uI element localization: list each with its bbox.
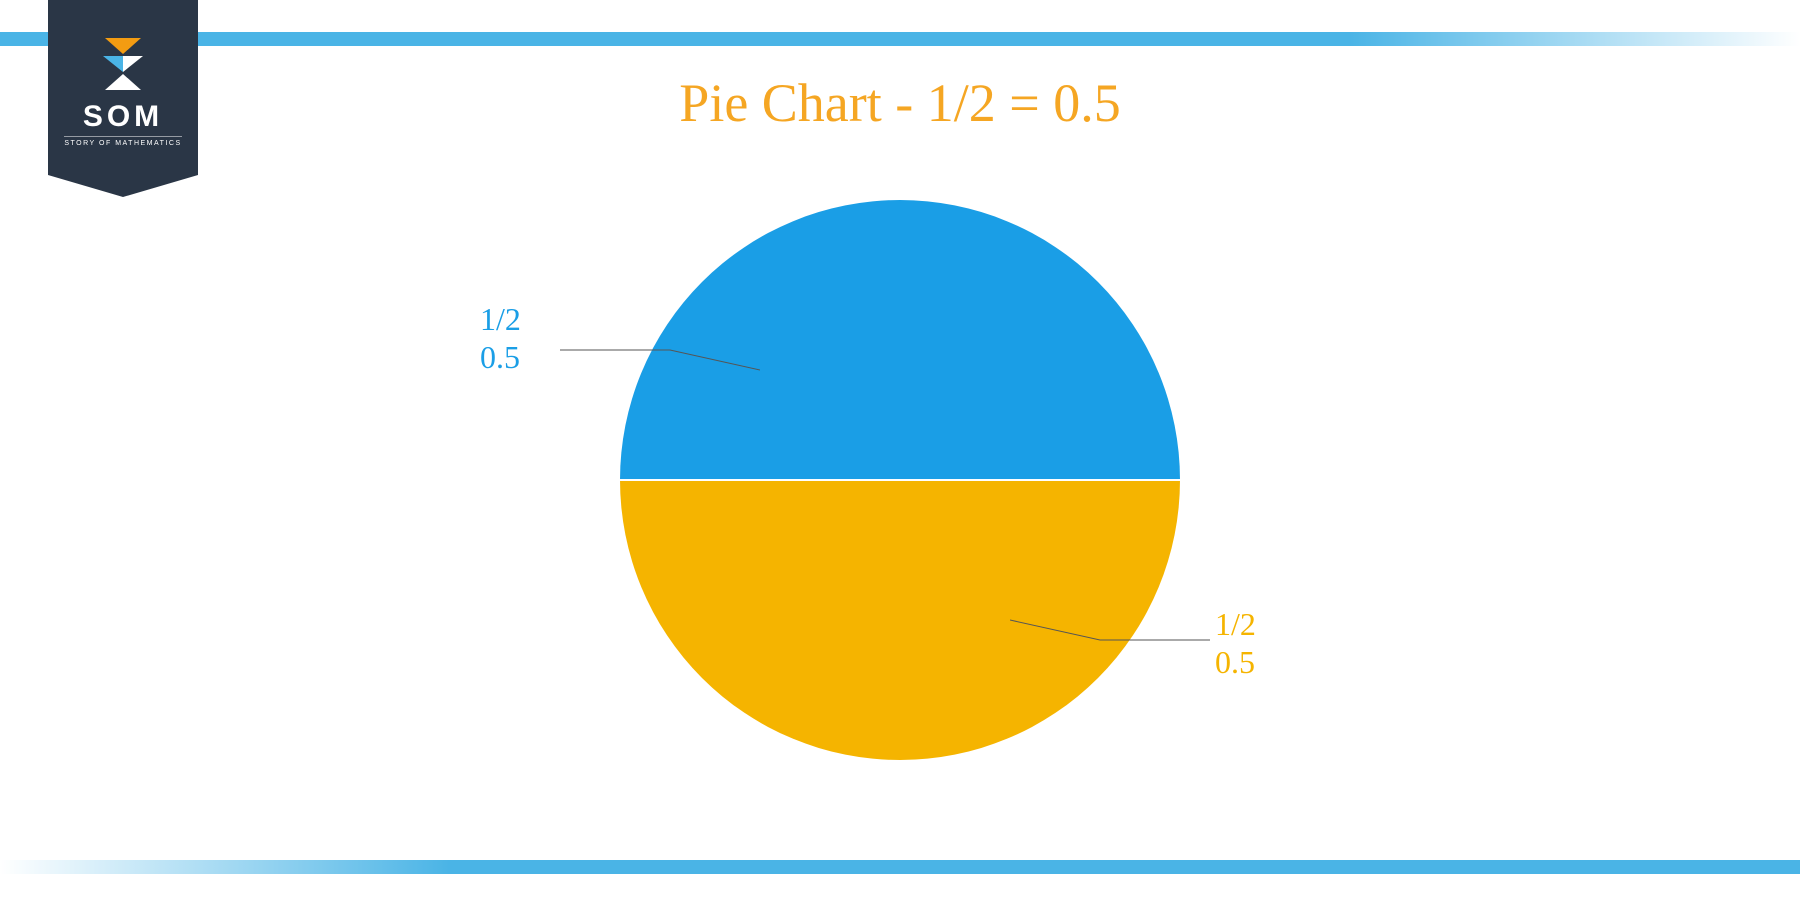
top-accent-bar [0,32,1800,46]
leader-line-left [560,340,760,380]
slice-label-right-fraction: 1/2 [1215,605,1256,643]
leader-line-right [1010,610,1210,650]
brand-tagline: STORY OF MATHEMATICS [64,136,181,147]
bottom-accent-bar [0,860,1800,874]
slice-label-right-decimal: 0.5 [1215,643,1256,681]
slice-label-right: 1/2 0.5 [1215,605,1256,682]
chart-title: Pie Chart - 1/2 = 0.5 [0,72,1800,134]
slice-label-left-decimal: 0.5 [480,338,521,376]
slice-label-left-fraction: 1/2 [480,300,521,338]
slice-label-left: 1/2 0.5 [480,300,521,377]
pie-chart [620,200,1180,760]
